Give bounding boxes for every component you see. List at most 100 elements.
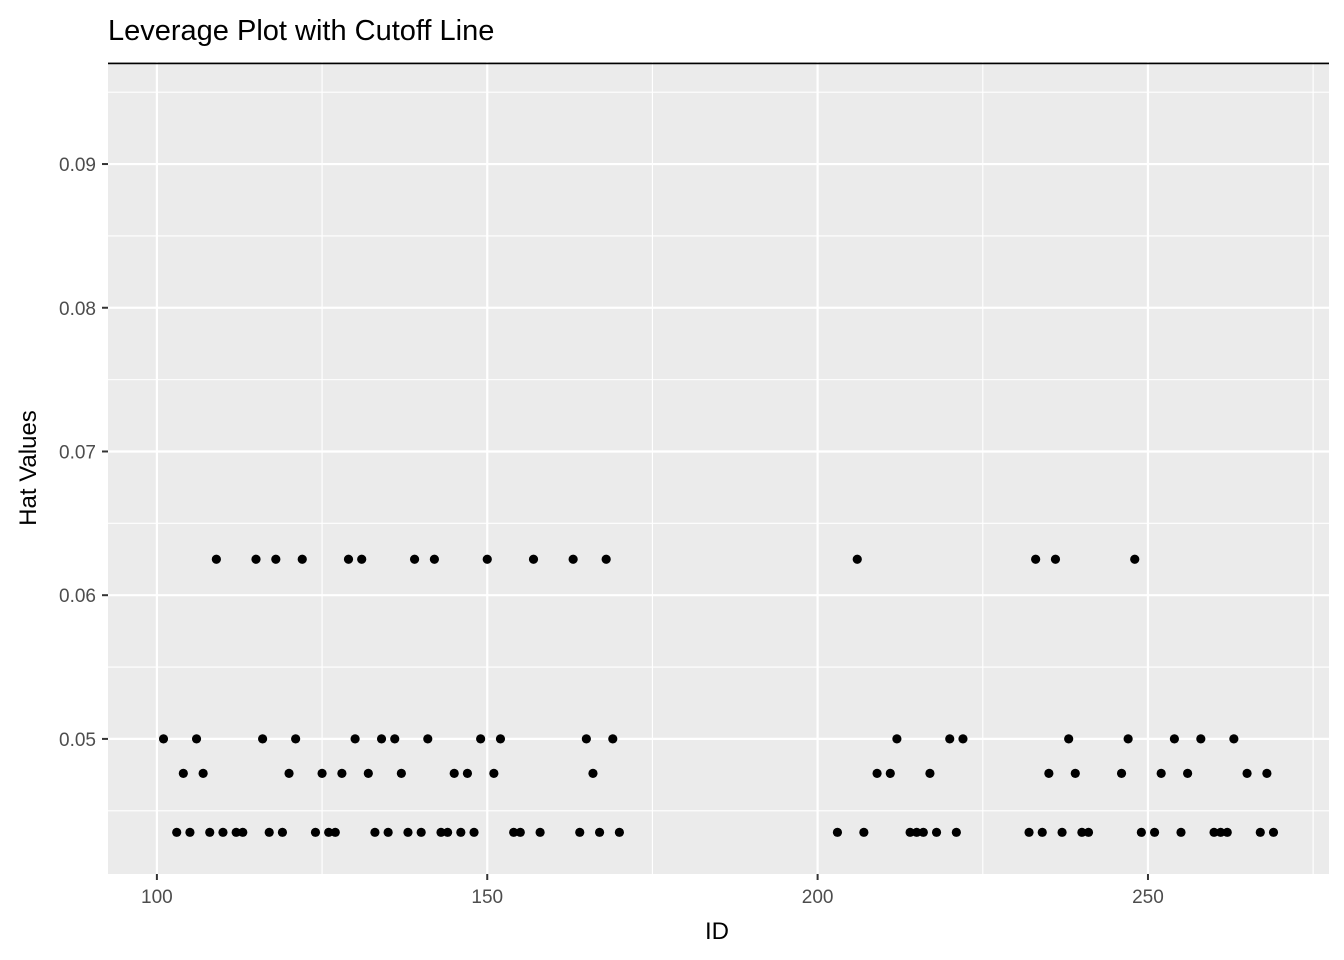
data-point: [1024, 827, 1034, 837]
data-point: [872, 768, 882, 778]
data-point: [476, 734, 486, 744]
data-point: [198, 768, 208, 778]
data-point: [343, 554, 354, 564]
data-point: [211, 554, 221, 564]
data-point: [429, 554, 439, 564]
data-point: [1136, 827, 1146, 837]
data-point: [528, 554, 539, 564]
data-point: [832, 827, 843, 837]
data-point: [1064, 734, 1074, 744]
data-point: [1156, 768, 1166, 778]
y-axis-title: Hat Values: [15, 410, 42, 526]
data-point: [575, 827, 585, 837]
data-point: [1255, 827, 1265, 837]
data-point: [515, 827, 525, 837]
data-point: [1050, 554, 1061, 564]
data-point: [1183, 768, 1193, 778]
minor-gridlines: [108, 62, 1329, 874]
data-point: [1169, 734, 1179, 744]
data-point: [238, 827, 248, 837]
data-point: [931, 827, 942, 837]
data-point: [1044, 768, 1054, 778]
data-point: [271, 554, 281, 564]
data-point: [482, 554, 492, 564]
data-point: [594, 827, 605, 837]
data-point: [218, 827, 228, 837]
data-point: [1083, 827, 1094, 837]
data-point: [885, 768, 895, 778]
data-point: [357, 554, 367, 564]
data-point: [614, 827, 624, 837]
data-point: [1149, 827, 1160, 837]
data-point: [601, 554, 611, 564]
data-point: [205, 827, 215, 837]
data-point: [449, 768, 459, 778]
data-point: [158, 734, 169, 744]
data-point: [1116, 768, 1127, 778]
data-point: [945, 734, 955, 744]
data-point: [1222, 827, 1232, 837]
data-point: [1130, 554, 1140, 564]
x-tick-label: 150: [471, 887, 503, 908]
data-point: [297, 554, 307, 564]
data-point: [258, 734, 268, 744]
data-point: [376, 734, 387, 744]
data-point: [436, 827, 446, 837]
major-gridlines: [108, 62, 1329, 874]
data-point: [892, 734, 902, 744]
data-point: [1242, 768, 1252, 778]
x-tick-label: 200: [802, 887, 834, 908]
data-point: [317, 768, 327, 778]
data-point: [1123, 734, 1133, 744]
data-point: [918, 827, 928, 837]
y-tick-label: 0.07: [59, 442, 96, 463]
data-point: [363, 768, 373, 778]
data-point: [284, 768, 294, 778]
y-tick-label: 0.09: [59, 155, 96, 176]
data-point: [1176, 827, 1186, 837]
y-tick-label: 0.06: [59, 586, 96, 607]
data-point: [489, 768, 499, 778]
data-point: [1057, 827, 1067, 837]
data-point: [535, 827, 545, 837]
x-tick-label: 250: [1132, 887, 1164, 908]
data-point: [324, 827, 334, 837]
data-point: [423, 734, 433, 744]
data-point: [588, 768, 598, 778]
data-point: [859, 827, 869, 837]
x-axis-title: ID: [705, 918, 729, 945]
data-point: [495, 734, 506, 744]
data-point: [185, 827, 195, 837]
data-point: [1209, 827, 1219, 837]
data-point: [251, 554, 261, 564]
data-point: [951, 827, 961, 837]
data-point: [1262, 768, 1272, 778]
data-point: [1216, 827, 1226, 837]
data-point: [231, 827, 241, 837]
data-point: [912, 827, 922, 837]
data-point: [1196, 734, 1206, 744]
y-tick-label: 0.08: [59, 299, 96, 320]
data-point: [568, 554, 578, 564]
data-point: [337, 768, 347, 778]
data-point: [925, 768, 935, 778]
data-points: [158, 554, 1279, 837]
data-point: [390, 734, 400, 744]
data-point: [277, 827, 288, 837]
data-point: [1077, 827, 1087, 837]
data-point: [291, 734, 301, 744]
data-point: [1037, 827, 1047, 837]
data-point: [172, 827, 182, 837]
data-point: [1070, 768, 1080, 778]
data-point: [396, 768, 406, 778]
data-point: [350, 734, 360, 744]
data-point: [330, 827, 340, 837]
data-point: [581, 734, 591, 744]
data-point: [469, 827, 479, 837]
y-axis: 0.05 0.06 0.07 0.08 0.09: [59, 155, 108, 751]
data-point: [1229, 734, 1239, 744]
data-point: [462, 768, 473, 778]
data-point: [178, 768, 188, 778]
data-point: [310, 827, 321, 837]
